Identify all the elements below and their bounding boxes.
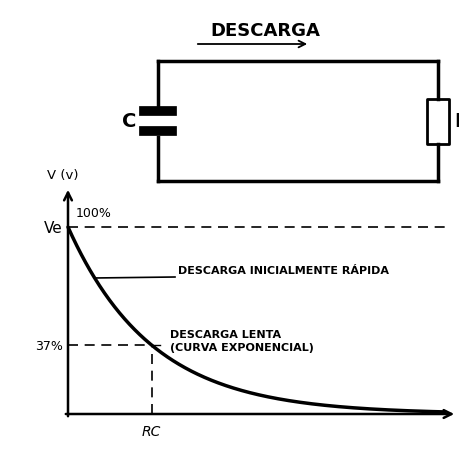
Text: C: C: [121, 112, 136, 131]
Text: RC: RC: [142, 424, 161, 438]
Text: DESCARGA INICIALMENTE RÁPIDA: DESCARGA INICIALMENTE RÁPIDA: [178, 265, 388, 275]
Text: 100%: 100%: [76, 207, 112, 220]
Bar: [426, 99, 448, 144]
Text: Ve: Ve: [44, 220, 63, 235]
Text: V (v): V (v): [47, 169, 78, 182]
Text: R: R: [453, 112, 459, 131]
Text: 37%: 37%: [35, 339, 63, 352]
Text: DESCARGA LENTA
(CURVA EXPONENCIAL): DESCARGA LENTA (CURVA EXPONENCIAL): [169, 329, 313, 352]
Text: DESCARGA: DESCARGA: [210, 22, 319, 40]
